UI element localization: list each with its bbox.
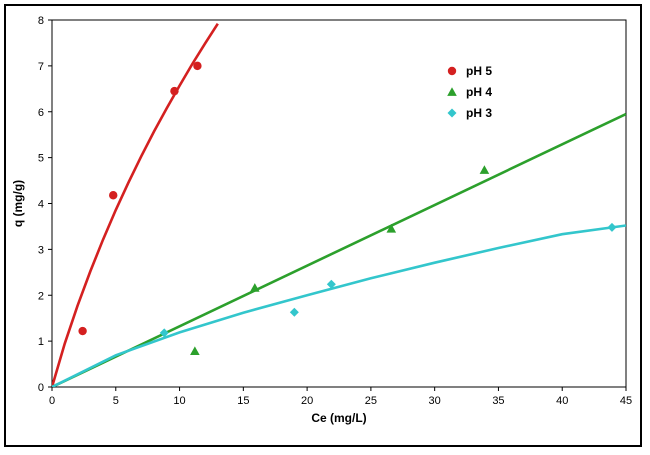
legend-label: pH 3 xyxy=(466,106,492,120)
fit-curve-ph-5 xyxy=(52,22,219,387)
data-point-ph-3 xyxy=(289,307,299,317)
x-tick-label: 45 xyxy=(620,395,632,407)
legend: pH 5 pH 4 pH 3 xyxy=(447,64,492,120)
x-tick-label: 10 xyxy=(173,395,185,407)
x-axis-title: Ce (mg/L) xyxy=(311,411,366,425)
y-tick-label: 2 xyxy=(38,290,44,302)
x-tick-label: 30 xyxy=(429,395,441,407)
y-axis-title: q (mg/g) xyxy=(11,180,25,227)
data-point-ph-4 xyxy=(386,223,397,233)
x-tick-label: 0 xyxy=(49,395,55,407)
y-tick-label: 5 xyxy=(38,153,44,165)
y-tick-label: 3 xyxy=(38,244,44,256)
fit-curve-ph-4 xyxy=(52,112,626,387)
x-tick-label: 25 xyxy=(365,395,377,407)
data-point-ph-5 xyxy=(170,86,179,96)
plot-area xyxy=(51,19,627,388)
y-tick-label: 6 xyxy=(38,107,44,119)
legend-marker-ph-3 xyxy=(447,108,457,118)
legend-marker-ph-5 xyxy=(447,66,457,76)
data-point-ph-3 xyxy=(159,328,169,338)
y-tick-label: 1 xyxy=(38,336,44,348)
data-markers xyxy=(78,61,617,356)
legend-marker-ph-4 xyxy=(447,87,457,96)
data-point-ph-4 xyxy=(479,165,490,174)
x-tick-label: 35 xyxy=(492,395,504,407)
y-tick-label: 0 xyxy=(38,382,44,394)
fit-curves xyxy=(52,22,626,387)
y-tick-label: 7 xyxy=(38,61,44,73)
x-tick-label: 15 xyxy=(237,395,249,407)
plot-border xyxy=(51,19,627,388)
legend-label: pH 4 xyxy=(466,85,492,99)
y-tick-label: 4 xyxy=(38,199,44,211)
fit-curve-ph-3 xyxy=(52,224,626,387)
x-tick-label: 5 xyxy=(113,395,119,407)
data-point-ph-5 xyxy=(109,191,118,200)
legend-label: pH 5 xyxy=(466,64,492,78)
data-point-ph-4 xyxy=(250,283,260,292)
x-tick-label: 20 xyxy=(301,395,313,407)
x-tick-label: 40 xyxy=(556,395,568,407)
data-point-ph-5 xyxy=(193,61,202,71)
y-tick-label: 8 xyxy=(38,15,44,27)
data-point-ph-3 xyxy=(326,279,336,289)
data-point-ph-3 xyxy=(607,222,617,232)
data-point-ph-4 xyxy=(190,346,200,356)
data-point-ph-5 xyxy=(78,326,87,336)
